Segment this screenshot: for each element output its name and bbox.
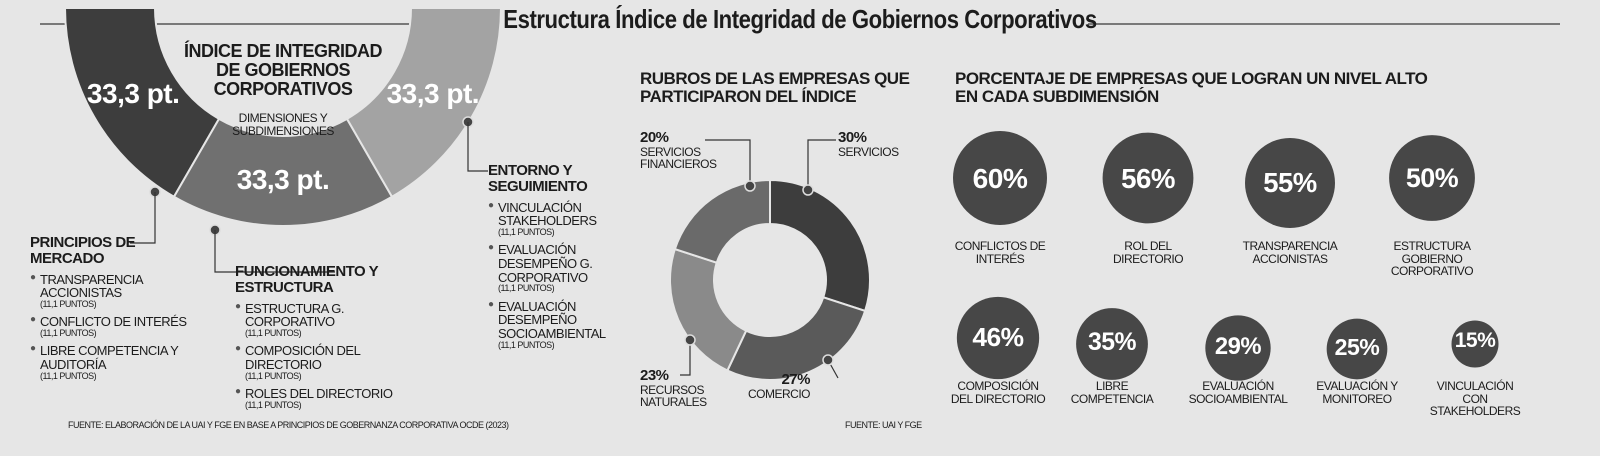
dimension-name: PRINCIPIOS DE MERCADO xyxy=(30,234,136,267)
semi-segment xyxy=(345,7,503,199)
bubble-value-label: 56% xyxy=(1121,163,1175,194)
donut-category: SERVICIOS xyxy=(838,144,899,159)
subdimension-name: VINCULACIÓN STAKEHOLDERS xyxy=(488,200,623,228)
subdimension-name: EVALUACIÓN DESEMPEÑO G. CORPORATIVO xyxy=(488,243,623,284)
bubble-value-label: 35% xyxy=(1087,329,1137,356)
segment-value-label: 33,3 pt. xyxy=(386,77,480,109)
bubble-value-label: 29% xyxy=(1214,333,1262,360)
subdimension-points: (11,1 PUNTOS) xyxy=(245,327,302,338)
leader-line xyxy=(705,139,751,186)
leader-line xyxy=(680,340,691,376)
bubble xyxy=(1326,318,1388,380)
subdimension-points: (11,1 PUNTOS) xyxy=(40,370,97,381)
leader-dot xyxy=(822,354,834,366)
subdimension: ROLES DEL DIRECTORIO(11,1 PUNTOS) xyxy=(235,387,425,410)
semi-title: ÍNDICE DE INTEGRIDAD DE GOBIERNOS CORPOR… xyxy=(183,41,383,99)
bubble-category: ROL DEL DIRECTORIO xyxy=(1112,239,1184,266)
donut-segment xyxy=(673,178,771,264)
donut-label: 20% SERVICIOS FINANCIEROS xyxy=(640,130,740,171)
donut-label: 30% SERVICIOS xyxy=(838,130,938,158)
main-title: Estructura Índice de Integridad de Gobie… xyxy=(503,4,1097,34)
dimension-block: PRINCIPIOS DE MERCADO TRANSPARENCIA ACCIO… xyxy=(30,235,220,387)
donut-label: 23% RECURSOS NATURALES xyxy=(640,368,740,409)
donut-value-label: 27% xyxy=(781,371,810,388)
subdimension: LIBRE COMPETENCIA Y AUDITORÍA(11,1 PUNTO… xyxy=(30,344,220,381)
bubble xyxy=(1389,135,1475,221)
segment-value-label: 33,3 pt. xyxy=(236,164,330,195)
segment-value-label: 33,3 pt. xyxy=(86,77,180,109)
subdimension-points: (11,1 PUNTOS) xyxy=(245,370,302,381)
dimension-name: FUNCIONAMIENTO Y ESTRUCTURA xyxy=(235,263,378,296)
subdimension-points: (11,1 PUNTOS) xyxy=(40,298,97,309)
bubble-category: LIBRE COMPETENCIA xyxy=(1070,379,1154,406)
bubble-value-label: 55% xyxy=(1263,167,1317,198)
bubble-category: TRANSPARENCIA ACCIONISTAS xyxy=(1242,239,1338,266)
dimension-block: ENTORNO Y SEGUIMIENTO VINCULACIÓN STAKEHO… xyxy=(488,163,628,356)
subdimension: EVALUACIÓN DESEMPEÑO SOCIOAMBIENTAL(11,1… xyxy=(488,299,628,350)
subdimension-points: (11,1 PUNTOS) xyxy=(498,283,555,294)
semi-subtitle: DIMENSIONES Y SUBDIMENSIONES xyxy=(232,111,334,138)
bubble xyxy=(953,131,1047,225)
leader-dot xyxy=(684,334,696,346)
leader-dot xyxy=(744,180,756,192)
subdimension-points: (11,1 PUNTOS) xyxy=(245,399,302,410)
donut-segment xyxy=(726,296,867,381)
bubble-category: VINCULACIÓN CON STAKEHOLDERS xyxy=(1429,379,1521,419)
dimension-block: FUNCIONAMIENTO Y ESTRUCTURA ESTRUCTURA G.… xyxy=(235,264,425,416)
donut-value-label: 20% xyxy=(640,129,669,146)
bubble-category: ESTRUCTURA GOBIERNO CORPORATIVO xyxy=(1390,239,1474,279)
subdimension: CONFLICTO DE INTERÉS(11,1 PUNTOS) xyxy=(30,315,220,338)
subdimension-name: TRANSPARENCIA ACCIONISTAS xyxy=(30,272,220,300)
bubble xyxy=(1205,315,1271,381)
source: FUENTE: UAI Y FGE xyxy=(845,420,922,430)
bubble xyxy=(1076,308,1148,380)
subdimension-name: CONFLICTO DE INTERÉS xyxy=(30,315,220,329)
bubble-value-label: 25% xyxy=(1334,334,1380,360)
donut-category: RECURSOS NATURALES xyxy=(640,382,707,410)
donut-label: 27% COMERCIO xyxy=(710,371,811,401)
bubble xyxy=(1245,138,1335,228)
subdimension: EVALUACIÓN DESEMPEÑO G. CORPORATIVO(11,1… xyxy=(488,243,628,293)
bubble xyxy=(1102,132,1194,224)
donut-segment xyxy=(669,247,748,372)
dimension-name: ENTORNO Y SEGUIMIENTO xyxy=(488,162,588,195)
bubble-category: EVALUACIÓN Y MONITOREO xyxy=(1316,379,1398,406)
donut-category: COMERCIO xyxy=(748,386,811,401)
bubble-value-label: 46% xyxy=(972,322,1024,352)
leader-line xyxy=(467,122,488,172)
subdimension: ESTRUCTURA G. CORPORATIVO(11,1 PUNTOS) xyxy=(235,301,425,339)
subdimension: COMPOSICIÓN DEL DIRECTORIO(11,1 PUNTOS) xyxy=(235,344,425,381)
subdimension-name: LIBRE COMPETENCIA Y AUDITORÍA xyxy=(30,344,220,371)
bubble-value-label: 15% xyxy=(1454,329,1496,352)
donut-title: RUBROS DE LAS EMPRESAS QUE PARTICIPARON … xyxy=(640,69,910,106)
leader-dot xyxy=(802,184,814,196)
leader-line xyxy=(130,192,156,244)
bubble-title: PORCENTAJE DE EMPRESAS QUE LOGRAN UN NIV… xyxy=(955,69,1428,106)
bubble-value-label: 50% xyxy=(1405,163,1459,193)
leader-line xyxy=(807,139,836,190)
bubble-category: CONFLICTOS DE INTERÉS xyxy=(954,239,1046,266)
bubble-category: COMPOSICIÓN DEL DIRECTORIO xyxy=(950,379,1046,406)
subdimension: TRANSPARENCIA ACCIONISTAS(11,1 PUNTOS) xyxy=(30,272,220,310)
bubble xyxy=(956,296,1040,380)
subdimension-name: ESTRUCTURA G. CORPORATIVO xyxy=(235,301,425,329)
subdimension-points: (11,1 PUNTOS) xyxy=(498,226,555,237)
bubble-value-label: 60% xyxy=(972,163,1028,194)
donut-segment xyxy=(769,178,871,313)
donut-value-label: 30% xyxy=(838,129,867,146)
source: FUENTE: ELABORACIÓN DE LA UAI Y FGE EN B… xyxy=(68,420,509,430)
donut-category: SERVICIOS FINANCIEROS xyxy=(640,144,717,172)
subdimension-name: ROLES DEL DIRECTORIO xyxy=(235,387,425,401)
subdimension-name: EVALUACIÓN DESEMPEÑO SOCIOAMBIENTAL xyxy=(488,299,623,341)
subdimension: VINCULACIÓN STAKEHOLDERS(11,1 PUNTOS) xyxy=(488,200,628,238)
bubble-category: EVALUACIÓN SOCIOAMBIENTAL xyxy=(1188,379,1288,406)
subdimension-points: (11,1 PUNTOS) xyxy=(498,339,555,350)
donut-value-label: 23% xyxy=(640,367,669,384)
subdimension-points: (11,1 PUNTOS) xyxy=(40,327,97,338)
bubble xyxy=(1451,320,1499,368)
subdimension-name: COMPOSICIÓN DEL DIRECTORIO xyxy=(235,344,425,371)
